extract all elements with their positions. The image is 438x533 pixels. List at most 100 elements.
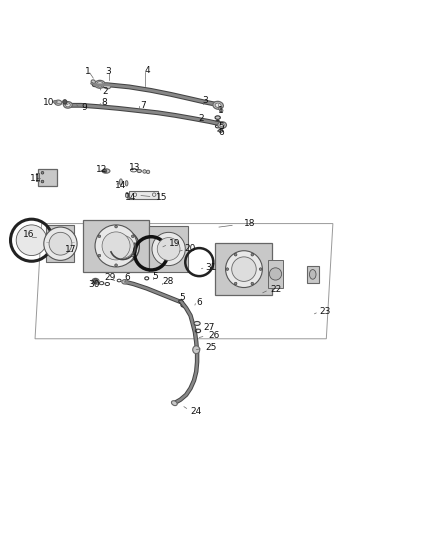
Circle shape [152,232,185,265]
Circle shape [102,232,130,260]
Text: 18: 18 [244,219,256,228]
Text: 6: 6 [218,128,224,137]
Ellipse shape [194,321,200,326]
Text: 1: 1 [85,67,91,76]
Circle shape [131,235,134,238]
Text: 7: 7 [140,101,146,110]
Ellipse shape [102,169,110,173]
Circle shape [63,100,67,104]
Text: 20: 20 [185,245,196,254]
Circle shape [44,227,77,260]
Text: 2: 2 [199,114,205,123]
Text: 29: 29 [104,273,116,282]
Bar [215,243,272,295]
Ellipse shape [95,80,105,88]
Text: 23: 23 [320,306,331,316]
Text: 26: 26 [208,331,219,340]
Text: 22: 22 [271,285,282,294]
Ellipse shape [309,270,316,279]
Ellipse shape [103,83,111,89]
Circle shape [98,235,101,238]
Text: 8: 8 [102,98,107,107]
Text: 30: 30 [88,279,100,288]
Text: 15: 15 [155,193,167,202]
Bar [83,220,149,272]
Ellipse shape [218,122,226,128]
Circle shape [146,170,150,174]
Circle shape [259,268,262,270]
Circle shape [41,180,44,183]
Circle shape [93,279,98,283]
Circle shape [115,264,117,266]
Text: 27: 27 [204,324,215,332]
Ellipse shape [193,346,200,354]
Bar [307,265,319,283]
Circle shape [131,254,134,257]
Text: 2: 2 [102,87,108,96]
Text: 5: 5 [152,272,158,281]
Ellipse shape [122,280,128,284]
Ellipse shape [91,80,95,84]
Ellipse shape [119,179,123,185]
Ellipse shape [53,100,57,103]
Text: 13: 13 [129,164,141,173]
Ellipse shape [220,123,224,127]
Circle shape [269,268,282,280]
Circle shape [251,282,254,285]
Text: 6: 6 [125,273,131,282]
Ellipse shape [215,103,221,108]
Text: 17: 17 [65,245,76,254]
Text: 3: 3 [105,67,111,76]
Circle shape [143,169,146,173]
Bar [129,191,158,199]
Text: 25: 25 [205,343,216,352]
Text: 5: 5 [180,293,185,302]
Bar [46,225,74,262]
Ellipse shape [137,169,141,173]
Circle shape [226,251,262,287]
Circle shape [49,232,72,255]
Circle shape [106,230,139,263]
Bar [268,260,283,287]
Bar [149,226,188,272]
Ellipse shape [219,129,223,132]
Text: 1: 1 [218,106,224,115]
Circle shape [103,169,107,173]
Ellipse shape [213,101,223,109]
Text: 24: 24 [191,407,202,416]
Bar [36,173,39,181]
Text: 28: 28 [162,277,173,286]
Text: 6: 6 [196,298,202,307]
Circle shape [95,225,137,267]
Circle shape [234,282,237,285]
Circle shape [232,257,256,281]
Text: 14: 14 [125,193,136,202]
Text: 31: 31 [205,263,216,272]
Ellipse shape [55,100,62,106]
Text: 14: 14 [115,181,126,190]
Text: 19: 19 [169,239,180,248]
Text: 9: 9 [81,103,87,112]
Circle shape [234,253,237,256]
Circle shape [16,225,47,255]
Text: 5: 5 [218,122,224,131]
Ellipse shape [125,181,128,186]
Circle shape [115,225,117,228]
Circle shape [98,254,101,257]
Text: 3: 3 [202,96,208,106]
Circle shape [226,268,229,270]
Text: 10: 10 [43,98,54,107]
Ellipse shape [125,192,129,198]
Ellipse shape [92,278,99,284]
Ellipse shape [219,109,223,112]
Circle shape [111,236,134,258]
Circle shape [157,238,180,260]
Text: 11: 11 [30,174,41,183]
Circle shape [41,172,44,174]
Text: 16: 16 [23,230,35,239]
Ellipse shape [171,401,177,406]
Ellipse shape [96,82,103,87]
Ellipse shape [64,102,72,108]
Text: 4: 4 [145,66,150,75]
Text: 12: 12 [95,165,107,174]
